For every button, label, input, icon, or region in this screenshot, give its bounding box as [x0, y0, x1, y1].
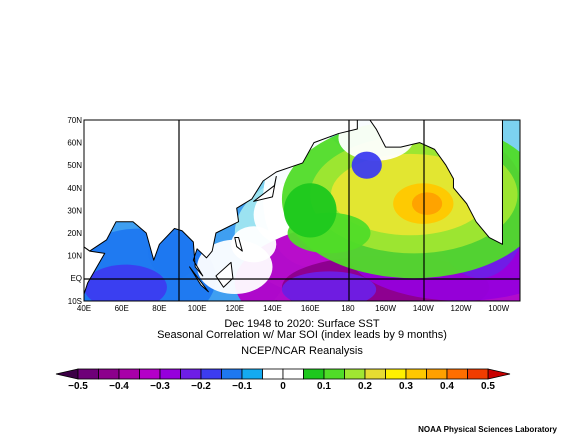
colorbar-bin — [241, 368, 263, 380]
colorbar-over — [487, 368, 511, 380]
sst-region — [411, 192, 443, 215]
colorbar-bin — [77, 368, 99, 380]
sst-region — [281, 271, 377, 301]
lat-label: EQ — [70, 274, 82, 283]
colorbar-bin — [426, 368, 448, 380]
lon-label: 160W — [375, 304, 396, 313]
credit: NOAA Physical Sciences Laboratory — [418, 425, 557, 434]
colorbar-under — [55, 368, 79, 380]
lon-label: 100W — [488, 304, 509, 313]
map-frame — [83, 119, 521, 302]
colorbar-label: 0.3 — [399, 381, 413, 392]
sst-map — [84, 120, 520, 301]
colorbar-label: −0.4 — [109, 381, 129, 392]
colorbar-label: 0.2 — [358, 381, 372, 392]
colorbar-bin — [323, 368, 345, 380]
land — [234, 237, 243, 252]
colorbar-bin — [139, 368, 161, 380]
title-line: Seasonal Correlation w/ Mar SOI (index l… — [157, 329, 447, 341]
colorbar-bin — [262, 368, 284, 380]
lat-label: 10S — [68, 297, 82, 306]
colorbar-label: −0.3 — [150, 381, 170, 392]
land — [215, 261, 234, 288]
colorbar-label: 0.1 — [317, 381, 331, 392]
colorbar-bin — [446, 368, 468, 380]
colorbar-bin — [344, 368, 366, 380]
colorbar-bin — [405, 368, 427, 380]
lon-label: 160E — [301, 304, 320, 313]
lon-label: 120E — [225, 304, 244, 313]
colorbar-bin — [118, 368, 140, 380]
lon-label: 120W — [451, 304, 472, 313]
lat-label: 50N — [67, 161, 82, 170]
colorbar-label: −0.1 — [232, 381, 252, 392]
lon-label: 40E — [77, 304, 91, 313]
sst-region — [84, 264, 167, 301]
lat-label: 60N — [67, 139, 82, 148]
colorbar-bin — [303, 368, 325, 380]
land — [84, 120, 358, 277]
colorbar-bin — [282, 368, 304, 380]
colorbar-label: 0.5 — [481, 381, 495, 392]
colorbar-bin — [98, 368, 120, 380]
sst-region — [351, 151, 382, 179]
colorbar-label: 0.4 — [440, 381, 454, 392]
lon-label: 140E — [263, 304, 282, 313]
sst-region — [231, 226, 277, 263]
lat-label: 10N — [67, 252, 82, 261]
colorbar-bin — [385, 368, 407, 380]
lon-label: 80E — [152, 304, 166, 313]
lat-label: 40N — [67, 184, 82, 193]
colorbar-bin — [221, 368, 243, 380]
lon-label: 60E — [115, 304, 129, 313]
colorbar-bin — [364, 368, 386, 380]
colorbar-bin — [159, 368, 181, 380]
lon-label: 100E — [188, 304, 207, 313]
title-line: Dec 1948 to 2020: Surface SST — [224, 318, 380, 330]
land — [253, 176, 277, 202]
lon-label: 140W — [413, 304, 434, 313]
lat-label: 20N — [67, 229, 82, 238]
land — [369, 120, 503, 245]
colorbar-bin — [467, 368, 489, 380]
land — [84, 246, 106, 296]
lat-label: 30N — [67, 206, 82, 215]
lon-label: 180 — [341, 304, 355, 313]
colorbar-bin — [200, 368, 222, 380]
colorbar-label: −0.5 — [68, 381, 88, 392]
colorbar-label: −0.2 — [191, 381, 211, 392]
colorbar-bin — [180, 368, 202, 380]
subtitle: NCEP/NCAR Reanalysis — [241, 345, 363, 357]
sst-region — [283, 183, 337, 238]
colorbar-label: 0 — [280, 381, 286, 392]
lat-label: 70N — [67, 116, 82, 125]
